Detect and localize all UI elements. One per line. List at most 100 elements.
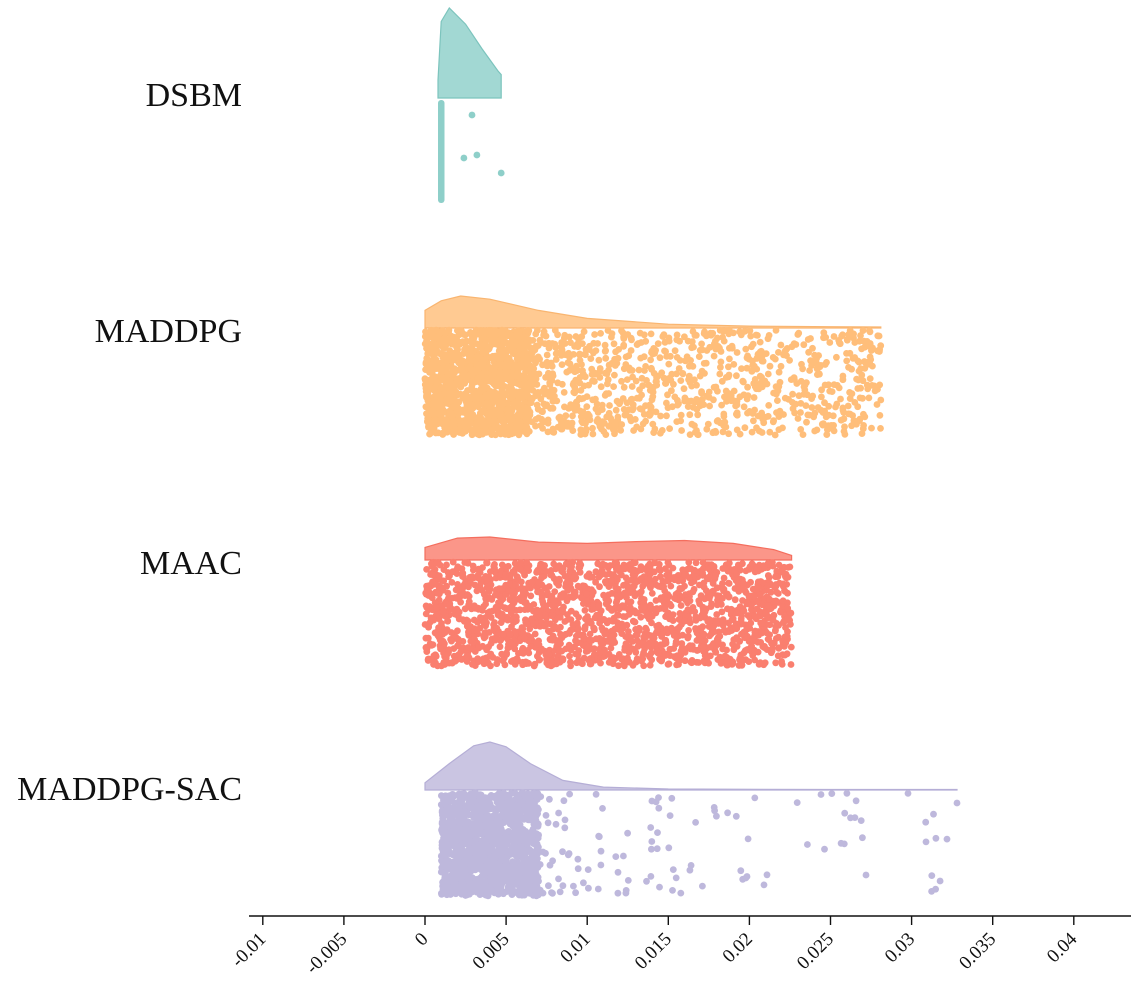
data-point (459, 569, 467, 577)
data-point (657, 429, 664, 437)
data-point (429, 578, 436, 586)
data-point (833, 353, 840, 361)
data-point (627, 576, 635, 584)
data-point (591, 331, 598, 338)
data-point (639, 652, 647, 659)
data-point (576, 407, 584, 415)
data-point (602, 369, 609, 377)
data-point (545, 344, 553, 352)
data-point (423, 392, 430, 399)
data-point (604, 376, 612, 384)
data-point (775, 561, 783, 569)
data-point (687, 357, 694, 364)
data-point (593, 400, 601, 408)
data-point (494, 603, 502, 611)
data-point (589, 430, 597, 438)
data-point (596, 374, 604, 381)
data-point (432, 416, 439, 424)
data-point (724, 328, 732, 336)
data-point (725, 593, 733, 601)
data-point (843, 357, 851, 365)
category-label-dsbm: DSBM (146, 77, 242, 114)
data-point (743, 632, 751, 640)
data-point (562, 412, 570, 420)
data-point (475, 353, 482, 361)
data-point (490, 392, 497, 399)
data-point (629, 560, 637, 567)
data-point (733, 349, 741, 356)
data-point (522, 341, 530, 348)
data-point (589, 377, 596, 385)
data-point (462, 427, 469, 435)
data-point (874, 347, 881, 355)
data-point (612, 348, 619, 356)
data-point (703, 425, 711, 433)
data-point (451, 397, 458, 404)
data-point (586, 660, 594, 668)
data-point (756, 608, 763, 615)
data-point (655, 583, 663, 590)
data-point (521, 606, 529, 613)
data-point (522, 415, 530, 423)
data-point (686, 590, 693, 597)
data-point (551, 326, 559, 334)
data-point (580, 600, 587, 607)
data-point (533, 569, 540, 576)
data-point (610, 383, 617, 390)
data-point (424, 397, 432, 405)
data-point (750, 364, 758, 372)
data-point (497, 619, 505, 626)
data-point (771, 431, 779, 439)
cloud-maddpg (424, 295, 882, 329)
data-point (512, 362, 519, 369)
data-point (736, 654, 744, 662)
data-point (777, 341, 785, 349)
data-point (781, 394, 789, 402)
data-point (595, 602, 602, 610)
data-point (610, 340, 618, 348)
data-point (587, 355, 595, 362)
data-point (875, 332, 883, 340)
data-point (450, 337, 457, 345)
data-point (474, 618, 481, 626)
data-point (519, 588, 527, 596)
data-point (806, 367, 813, 374)
data-point (483, 559, 491, 567)
data-point (449, 418, 457, 426)
data-point (641, 579, 649, 586)
data-point (669, 617, 677, 624)
data-point (778, 661, 786, 668)
data-point (453, 391, 461, 399)
data-point (629, 638, 637, 645)
data-point (813, 426, 821, 434)
data-point (574, 367, 581, 374)
data-point (465, 601, 472, 609)
data-point (772, 582, 779, 590)
data-point (449, 558, 457, 566)
data-point (534, 326, 541, 334)
data-point (628, 367, 636, 374)
data-point (867, 343, 875, 351)
data-point (717, 363, 724, 371)
data-point (784, 615, 792, 622)
data-point (474, 572, 482, 579)
data-point (462, 390, 470, 397)
data-point (606, 562, 614, 569)
data-point (750, 417, 757, 425)
data-point (442, 416, 450, 424)
data-point (721, 652, 729, 660)
data-point (712, 337, 719, 345)
data-point (732, 402, 739, 410)
data-point (592, 568, 600, 576)
data-point (688, 659, 696, 667)
data-point (620, 661, 627, 668)
data-point (616, 400, 623, 408)
data-point (465, 583, 472, 591)
data-point (766, 428, 774, 436)
data-point (475, 403, 482, 411)
data-point (580, 328, 588, 335)
data-point (552, 356, 560, 363)
data-point (493, 635, 501, 642)
data-point (575, 335, 582, 343)
data-point (644, 641, 652, 649)
